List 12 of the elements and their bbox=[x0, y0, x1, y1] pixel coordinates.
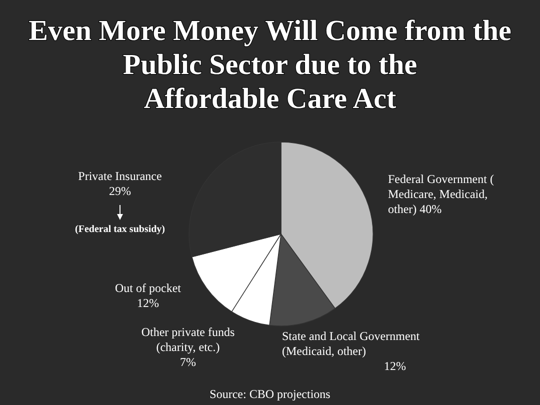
data-label: 29% bbox=[109, 184, 131, 198]
slice-label: Other private funds (charity, etc.) bbox=[141, 325, 235, 354]
text: (Federal tax subsidy) bbox=[75, 224, 165, 235]
data-label: 12% bbox=[137, 296, 159, 310]
data-label: 7% bbox=[180, 355, 196, 369]
source-note: Source: CBO projections bbox=[210, 387, 331, 401]
slice-label: Federal Government ( Medicare, Medicaid, other) 40% bbox=[388, 172, 494, 216]
data-label: 12% bbox=[384, 359, 406, 373]
slice-label: Private Insurance bbox=[78, 169, 162, 183]
slice-label: State and Local Government (Medicaid, other) bbox=[282, 329, 420, 358]
slice-label: Out of pocket bbox=[115, 281, 182, 295]
chart-title: Even More Money Will Come from the Public Sector due to the Affordable Care Act bbox=[28, 15, 512, 115]
